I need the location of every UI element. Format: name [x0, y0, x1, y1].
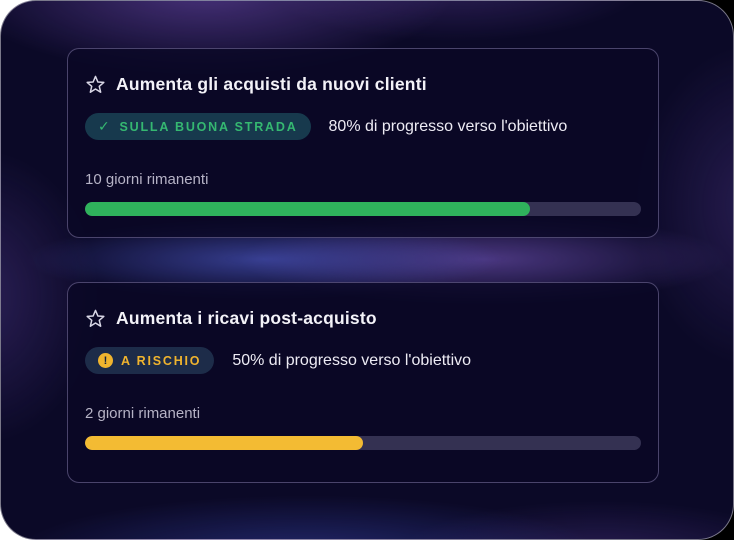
- status-row: ✓ SULLA BUONA STRADA 80% di progresso ve…: [85, 113, 641, 140]
- days-remaining: 2 giorni rimanenti: [85, 405, 201, 422]
- progress-bar-track: [85, 202, 641, 216]
- goal-title: Aumenta gli acquisti da nuovi clienti: [116, 74, 427, 94]
- star-icon: [85, 308, 106, 329]
- goal-title: Aumenta i ricavi post-acquisto: [116, 308, 377, 328]
- status-row: ! A RISCHIO 50% di progresso verso l'obi…: [85, 347, 641, 374]
- progress-bar-fill: [85, 436, 363, 450]
- goal-title-row: Aumenta gli acquisti da nuovi clienti: [85, 74, 641, 95]
- goal-card-post-purchase[interactable]: Aumenta i ricavi post-acquisto ! A RISCH…: [67, 282, 659, 483]
- check-icon: ✓: [98, 118, 112, 134]
- goal-title-row: Aumenta i ricavi post-acquisto: [85, 308, 641, 329]
- goal-card-new-customers[interactable]: Aumenta gli acquisti da nuovi clienti ✓ …: [67, 48, 659, 238]
- progress-text: 50% di progresso verso l'obiettivo: [232, 351, 472, 369]
- alert-icon: !: [98, 353, 113, 368]
- status-badge-at-risk: ! A RISCHIO: [85, 347, 215, 374]
- progress-bar-fill: [85, 202, 530, 216]
- status-badge-on-track: ✓ SULLA BUONA STRADA: [85, 113, 311, 140]
- status-badge-label: SULLA BUONA STRADA: [119, 119, 298, 134]
- days-remaining: 10 giorni rimanenti: [85, 171, 209, 188]
- status-badge-label: A RISCHIO: [121, 353, 202, 368]
- progress-bar-track: [85, 436, 641, 450]
- star-icon: [85, 74, 106, 95]
- progress-text: 80% di progresso verso l'obiettivo: [328, 117, 568, 135]
